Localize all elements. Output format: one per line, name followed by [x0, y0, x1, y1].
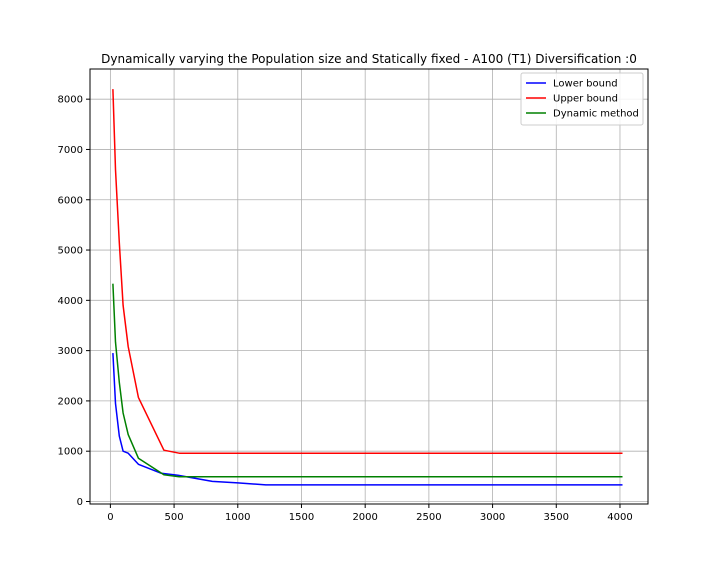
x-tick-label: 500	[165, 512, 184, 523]
grid-lines	[90, 69, 648, 504]
series-line-dynamic-method	[112, 283, 623, 478]
y-tick-label: 6000	[58, 195, 83, 206]
x-tick-label: 1000	[225, 512, 250, 523]
y-tick-label: 8000	[58, 95, 83, 106]
y-tick-label: 7000	[58, 145, 83, 156]
plot-area	[89, 68, 649, 505]
y-tick-label: 1000	[58, 447, 83, 458]
y-tick-label: 3000	[58, 346, 83, 357]
x-tick-label: 3500	[544, 512, 569, 523]
legend: Lower bound Upper bound Dynamic method	[520, 72, 644, 126]
legend-box	[520, 72, 644, 126]
legend-entry-lower-bound: Lower bound	[553, 79, 618, 90]
y-tick-label: 4000	[58, 296, 83, 307]
x-tick-label: 2000	[352, 512, 377, 523]
legend-entry-upper-bound: Upper bound	[553, 94, 618, 105]
series-lines	[112, 89, 623, 486]
x-tick-label: 3000	[480, 512, 505, 523]
x-tick-label: 2500	[416, 512, 441, 523]
series-line-upper-bound	[112, 89, 623, 454]
series-line-lower-bound	[112, 353, 623, 486]
x-axis: 0 500 1000 1500 2000 2500 3000 3500 4000	[107, 504, 633, 523]
y-tick-label: 5000	[58, 246, 83, 257]
chart-title: Dynamically varying the Population size …	[101, 52, 637, 66]
x-tick-label: 4000	[607, 512, 632, 523]
x-tick-label: 0	[107, 512, 113, 523]
y-tick-label: 2000	[58, 396, 83, 407]
y-tick-label: 0	[77, 497, 83, 508]
x-tick-label: 1500	[289, 512, 314, 523]
legend-entry-dynamic-method: Dynamic method	[553, 109, 639, 120]
y-axis: 0 1000 2000 3000 4000 5000 6000 7000 8000	[58, 95, 90, 508]
